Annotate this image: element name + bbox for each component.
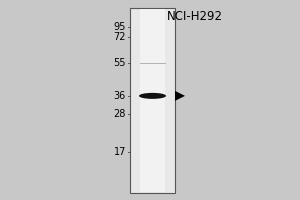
Text: 36: 36: [114, 91, 126, 101]
Bar: [140, 9, 165, 192]
Bar: [130, 8, 175, 193]
Text: 55: 55: [113, 58, 126, 68]
Text: 72: 72: [113, 32, 126, 42]
Text: 17: 17: [114, 147, 126, 157]
Ellipse shape: [139, 93, 166, 99]
Polygon shape: [175, 91, 185, 101]
Text: NCI-H292: NCI-H292: [167, 10, 223, 23]
Text: 95: 95: [114, 21, 126, 31]
Text: 28: 28: [114, 109, 126, 119]
